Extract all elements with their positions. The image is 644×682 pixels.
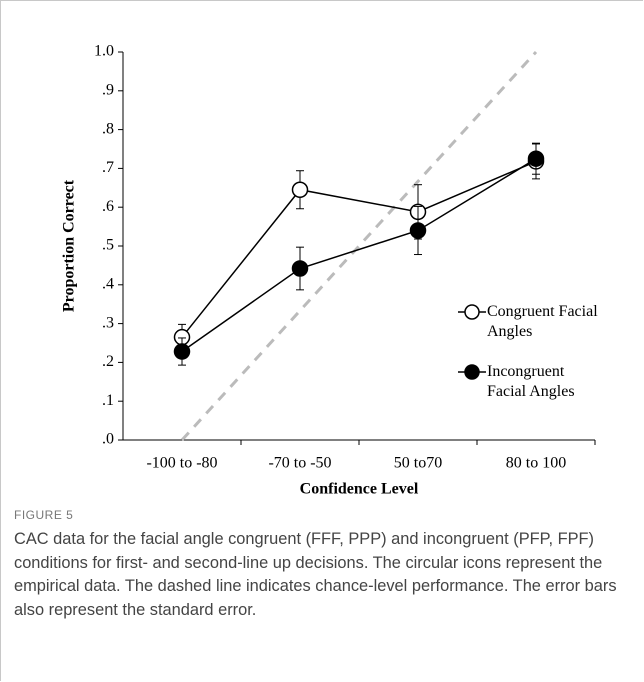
y-tick-label: .3 <box>102 314 114 331</box>
chance-line <box>180 50 538 442</box>
series-line <box>181 158 537 353</box>
data-point <box>409 222 427 239</box>
legend-marker <box>464 364 480 380</box>
y-tick-label: .8 <box>102 120 114 137</box>
data-point <box>291 260 309 277</box>
x-tick-label: -70 to -50 <box>268 455 331 472</box>
y-tick-label: .1 <box>102 392 114 409</box>
legend-marker <box>464 304 480 320</box>
y-tick-label: .5 <box>102 237 114 254</box>
legend-label: Incongruent Facial Angles <box>487 363 575 400</box>
caption-text: CAC data for the facial angle congruent … <box>14 530 617 619</box>
y-tick-label: .7 <box>102 159 114 176</box>
y-tick-label: .9 <box>102 81 114 98</box>
y-tick-label: .4 <box>102 275 114 292</box>
y-axis-title: Proportion Correct <box>61 179 78 312</box>
caption-label: FIGURE 5 <box>14 508 74 522</box>
y-tick-label: .0 <box>102 431 114 448</box>
x-tick-label: 80 to 100 <box>506 455 566 472</box>
data-point <box>291 181 309 198</box>
data-point <box>527 150 545 167</box>
x-tick-label: 50 to70 <box>394 455 442 472</box>
y-tick-label: .2 <box>102 353 114 370</box>
chart: Confidence Level Proportion Correct .0 .1… <box>61 43 596 498</box>
data-point <box>173 343 191 360</box>
series-line <box>181 160 537 338</box>
x-axis-title: Confidence Level <box>300 481 419 498</box>
x-tick-label: -100 to -80 <box>146 455 217 472</box>
y-tick-label: 1.0 <box>94 43 114 60</box>
y-tick-label: .6 <box>102 198 114 215</box>
legend-label: Congruent Facial Angles <box>487 303 598 340</box>
